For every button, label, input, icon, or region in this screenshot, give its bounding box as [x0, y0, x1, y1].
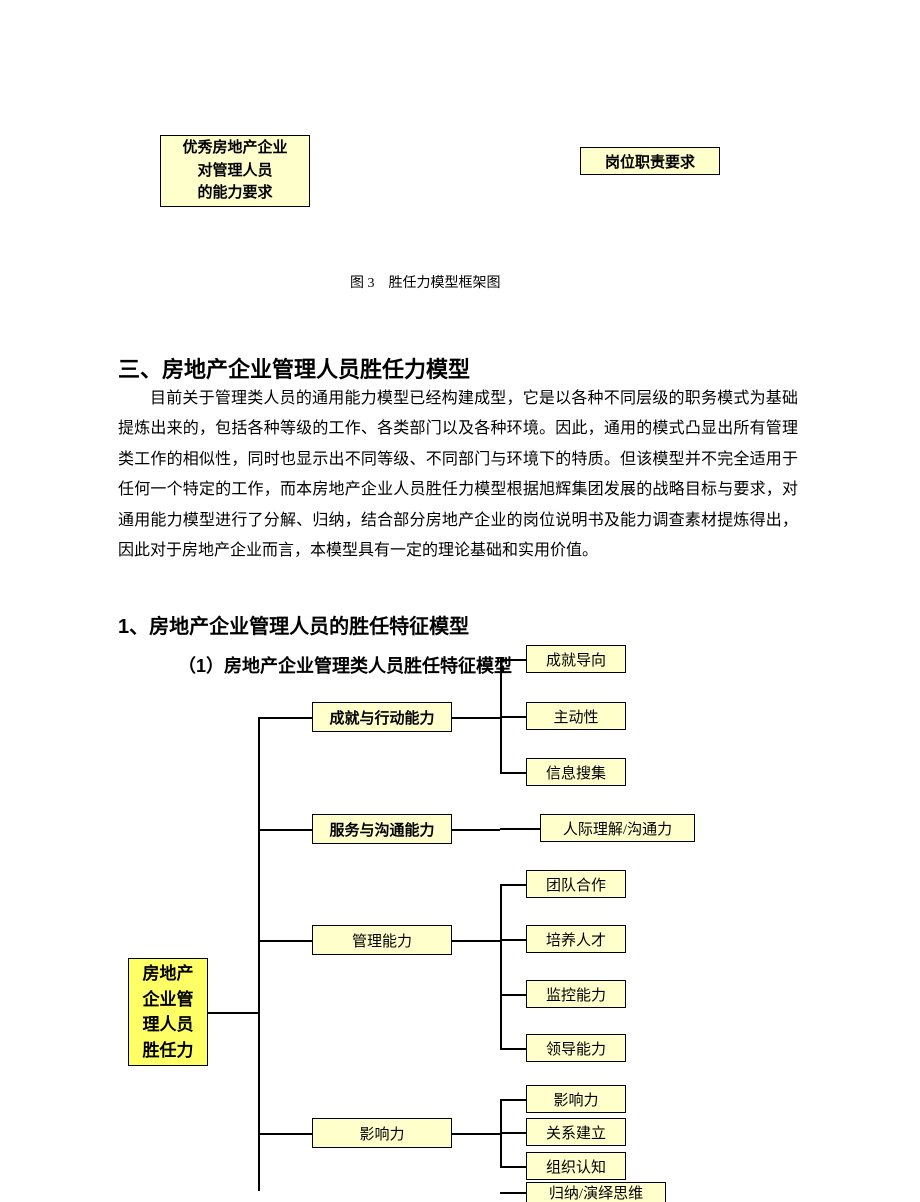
tree-leaf: 监控能力	[526, 980, 626, 1008]
connector-h	[500, 772, 526, 774]
connector-v	[500, 884, 502, 1048]
connector-h	[500, 828, 540, 830]
tree-leaf: 领导能力	[526, 1034, 626, 1062]
connector-h	[258, 1133, 312, 1135]
connector-h	[500, 994, 526, 996]
tree-leaf: 培养人才	[526, 925, 626, 953]
heading-main: 三、房地产企业管理人员胜任力模型	[118, 352, 470, 384]
tree-leaf: 成就导向	[526, 645, 626, 673]
connector-h	[452, 829, 500, 831]
tree-leaf: 团队合作	[526, 870, 626, 898]
connector-h	[500, 659, 526, 661]
connector-h	[452, 940, 500, 942]
document-page: 优秀房地产企业对管理人员的能力要求 岗位职责要求图 3 胜任力模型框架图三、房地产…	[0, 0, 920, 1191]
connector-h	[500, 1132, 526, 1134]
heading-sub2: （1）房地产企业管理类人员胜任特征模型	[178, 652, 512, 678]
tree-category: 影响力	[312, 1118, 452, 1148]
connector-v	[258, 717, 260, 1191]
connector-h	[452, 1133, 500, 1135]
heading-sub1: 1、房地产企业管理人员的胜任特征模型	[118, 610, 469, 639]
tree-leaf: 关系建立	[526, 1118, 626, 1146]
tree-leaf: 影响力	[526, 1085, 626, 1113]
connector-h	[500, 939, 526, 941]
tree-category: 成就与行动能力	[312, 702, 452, 732]
connector-h	[258, 940, 312, 942]
tree-category: 管理能力	[312, 925, 452, 955]
tree-leaf: 信息搜集	[526, 758, 626, 786]
top-box-left: 优秀房地产企业对管理人员的能力要求	[160, 135, 310, 207]
connector-h	[452, 717, 500, 719]
connector-h	[258, 717, 312, 719]
tree-leaf: 组织认知	[526, 1152, 626, 1180]
connector-h	[258, 829, 312, 831]
connector-h	[500, 716, 526, 718]
tree-leaf-partial: 归纳/演绎思维	[526, 1182, 666, 1202]
figure-caption: 图 3 胜任力模型框架图	[350, 272, 501, 292]
tree-leaf: 主动性	[526, 702, 626, 730]
tree-root: 房地产企业管理人员胜任力	[128, 958, 208, 1066]
tree-category: 服务与沟通能力	[312, 814, 452, 844]
connector-h	[500, 1099, 526, 1101]
tree-leaf: 人际理解/沟通力	[540, 814, 695, 842]
connector-h	[500, 884, 526, 886]
body-paragraph: 目前关于管理类人员的通用能力模型已经构建成型，它是以各种不同层级的职务模式为基础…	[118, 384, 798, 566]
connector-h	[500, 1192, 526, 1194]
connector-h	[500, 1048, 526, 1050]
connector-h	[500, 1166, 526, 1168]
connector-h	[208, 1012, 258, 1014]
top-box-right: 岗位职责要求	[580, 147, 720, 175]
